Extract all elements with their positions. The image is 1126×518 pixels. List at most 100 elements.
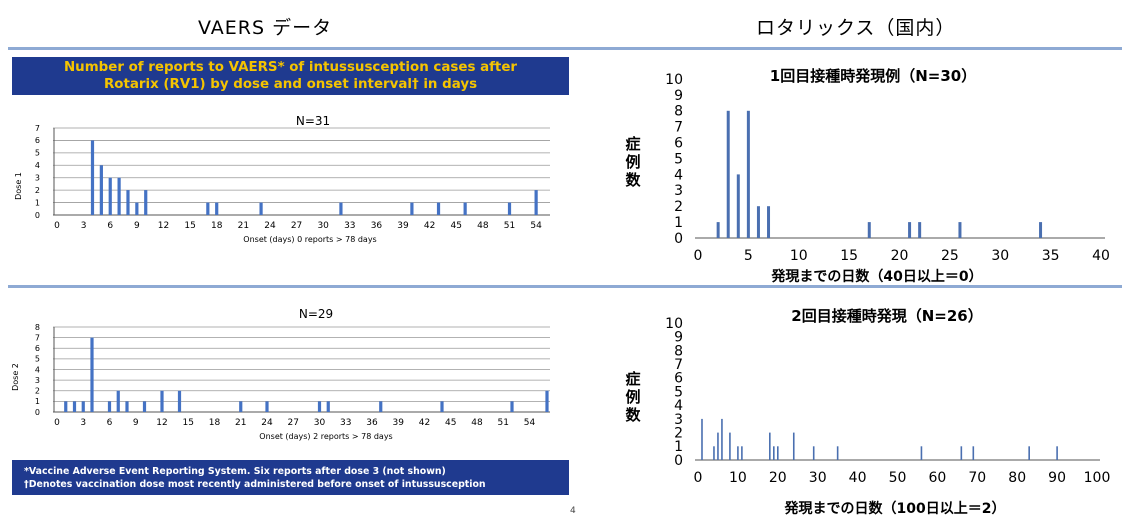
bar [142,401,147,412]
y-tick-label: 8 [674,104,683,120]
x-axis-label: 発現までの日数（100日以上＝2） [784,500,1006,517]
y-tick-label: 4 [35,365,40,374]
chart-title: 2回目接種時発現（N=26） [791,307,982,325]
top-divider [8,47,1122,50]
bar [239,401,243,412]
x-tick-label: 30 [314,418,326,428]
banner-line-2: Rotarix (RV1) by dose and onset interval… [103,77,478,92]
bar [908,222,912,238]
x-tick-label: 15 [840,248,858,264]
bar [410,202,414,215]
x-axis-label: Onset (days) 2 reports > 78 days [259,432,392,441]
right-header: ロタリックス（国内） [756,17,956,39]
y-label-char-3: 数 [625,406,641,424]
bar [116,390,120,412]
x-tick-label: 45 [451,221,462,231]
y-tick-label: 8 [674,343,683,359]
bar [545,390,549,412]
bar [90,140,95,215]
y-tick-label: 4 [674,398,683,414]
bar [126,190,130,215]
x-tick-label: 40 [849,470,867,486]
y-tick-label: 0 [674,453,683,469]
bar [972,446,975,460]
vaers-dose1-chart: N=31 Dose 1 Onset (days) 0 reports > 78 … [14,114,550,244]
y-tick-label: 3 [35,174,40,183]
x-tick-label: 25 [941,248,959,264]
x-tick-label: 27 [288,418,299,428]
bar [379,401,383,412]
x-tick-label: 20 [891,248,909,264]
y-tick-label: 10 [665,72,683,88]
y-tick-label: 4 [35,161,40,170]
bar [436,202,441,215]
bar [777,446,779,460]
banner-line-1: Number of reports to VAERS* of intussusc… [63,60,518,75]
japan-dose2-chart: 2回目接種時発現（N=26） 発現までの日数（100日以上＝2） 症 例 数 0… [625,307,1110,517]
y-tick-label: 6 [35,344,40,353]
chart-title: N=29 [299,307,333,321]
x-tick-label: 36 [366,418,378,428]
x-tick-label: 48 [477,221,489,231]
x-tick-label: 50 [889,470,907,486]
x-tick-label: 80 [1008,470,1026,486]
bar [773,446,775,460]
y-tick-label: 6 [674,136,683,152]
bar [90,337,94,412]
vaers-banner: Number of reports to VAERS* of intussusc… [12,57,569,95]
x-tick-label: 20 [769,470,787,486]
x-axis-label: Onset (days) 0 reports > 78 days [243,235,376,244]
bar [812,446,815,460]
bar [463,202,467,215]
bar [737,446,739,460]
x-tick-label: 0 [694,470,703,486]
x-tick-label: 42 [419,418,430,428]
bar [729,432,731,460]
bar [769,432,771,460]
x-tick-label: 0 [54,418,60,428]
bar [1028,446,1030,460]
bar [64,401,68,412]
footnote-line-1: *Vaccine Adverse Event Reporting System.… [24,466,446,477]
left-header: VAERS データ [198,17,333,39]
bar [713,446,715,460]
bar [265,401,269,412]
bar [206,202,210,215]
bar [326,401,330,412]
bar [867,222,871,238]
middle-divider [8,285,1122,288]
bar [918,222,922,238]
bar [792,432,795,460]
y-tick-label: 7 [35,333,40,342]
bar [510,401,514,412]
x-tick-label: 70 [968,470,986,486]
x-tick-label: 30 [317,221,329,231]
y-tick-label: 3 [674,412,683,428]
bar [215,202,219,215]
y-tick-label: 0 [35,211,40,220]
x-tick-label: 18 [211,221,223,231]
chart-title: 1回目接種時発現例（N=30） [770,67,976,85]
y-tick-label: 5 [35,355,40,364]
chart-title: N=31 [296,114,330,128]
y-axis-label: Dose 1 [14,172,23,200]
x-tick-label: 30 [991,248,1009,264]
x-tick-label: 54 [530,221,542,231]
bar [717,432,719,460]
bar [741,446,743,460]
bar [1039,222,1043,238]
x-axis-label: 発現までの日数（40日以上＝0） [770,268,982,285]
y-tick-label: 1 [35,397,40,406]
y-tick-label: 9 [674,88,683,104]
x-tick-label: 0 [694,248,703,264]
bar [107,401,112,412]
y-tick-label: 0 [674,231,683,247]
x-tick-label: 12 [158,221,169,231]
vaers-dose2-chart: N=29 Dose 2 Onset (days) 2 reports > 78 … [11,307,550,441]
x-tick-label: 42 [424,221,435,231]
x-tick-label: 12 [156,418,167,428]
footnote-line-2: †Denotes vaccination dose most recently … [24,479,486,490]
y-tick-label: 6 [35,136,40,145]
x-tick-label: 40 [1092,248,1110,264]
y-tick-label: 1 [674,439,683,455]
